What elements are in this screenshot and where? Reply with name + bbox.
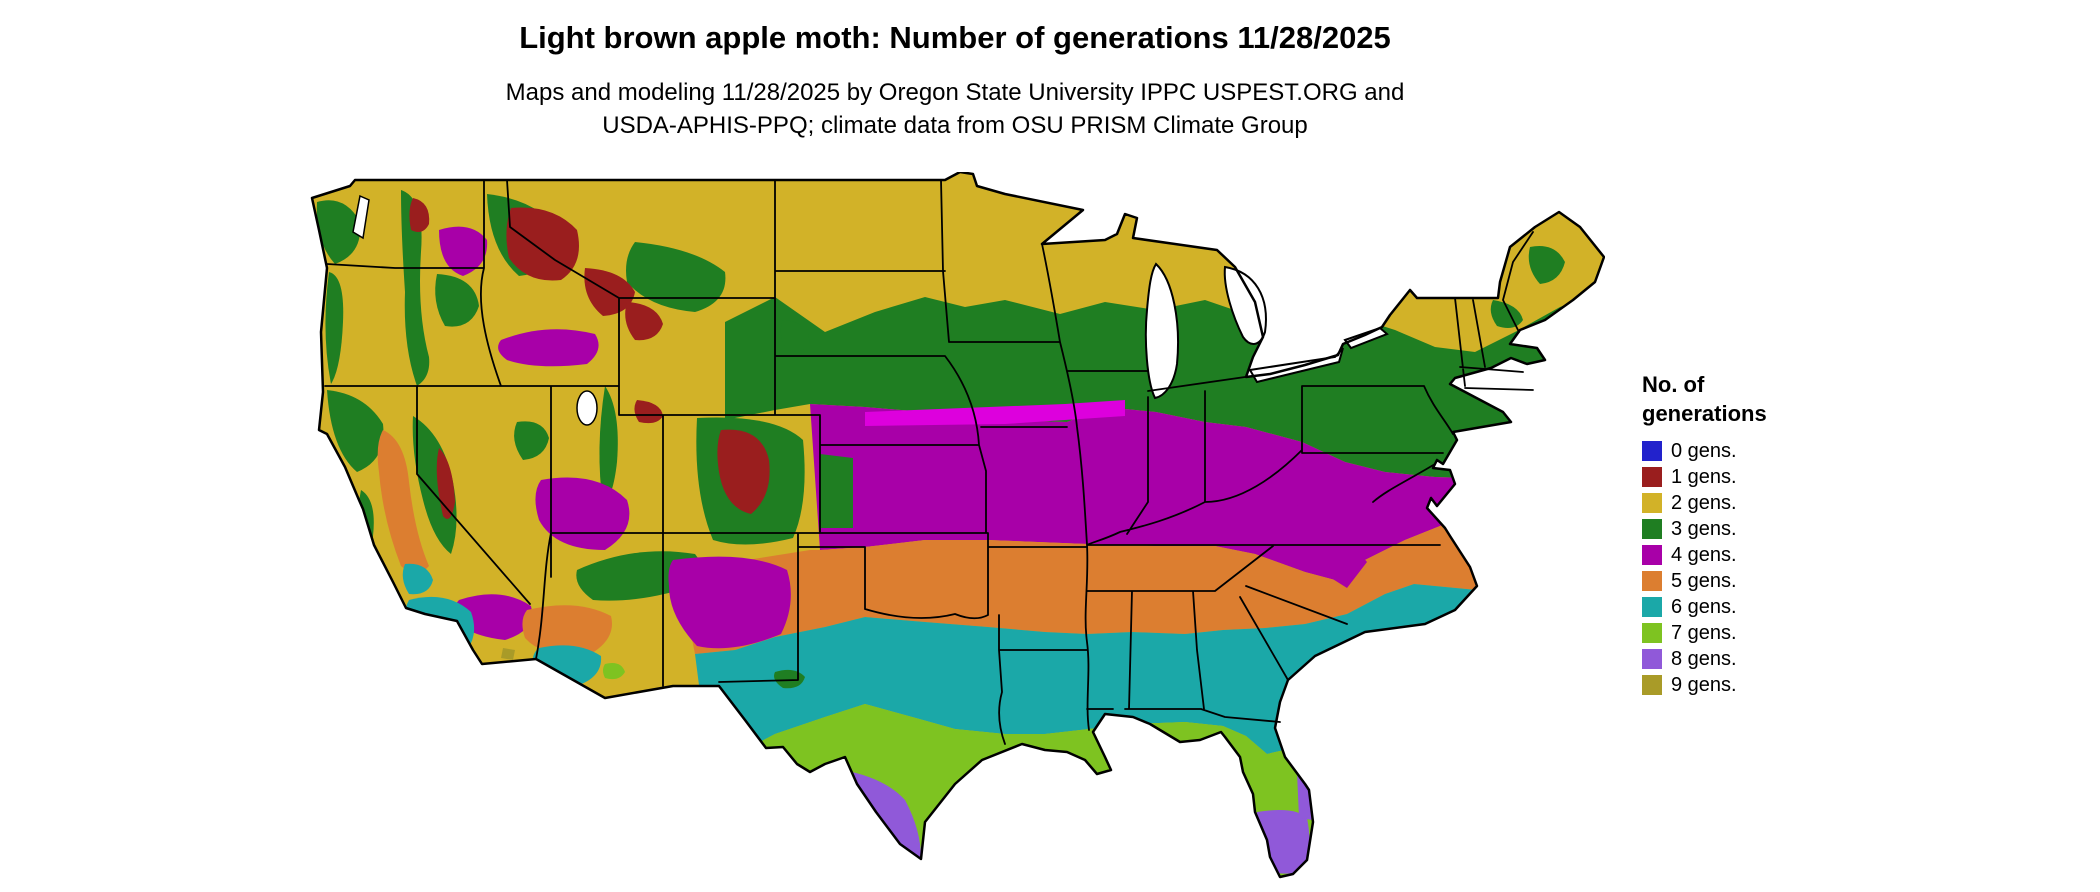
- legend-item: 6 gens.: [1642, 594, 1767, 620]
- region-patch: [626, 242, 726, 312]
- puget-sound: [352, 194, 370, 240]
- great-salt-lake: [576, 390, 598, 426]
- region-patch: [377, 430, 429, 573]
- legend-item: 9 gens.: [1642, 672, 1767, 698]
- region-group-5-gens-west: [377, 430, 612, 657]
- map-subtitle: Maps and modeling 11/28/2025 by Oregon S…: [305, 76, 1605, 142]
- region-bright-4-gens: [865, 400, 1125, 426]
- legend-item: 0 gens.: [1642, 438, 1767, 464]
- region-patch: [506, 207, 579, 281]
- region-patch: [402, 563, 433, 595]
- legend-swatch-8-gens: [1642, 649, 1662, 669]
- us-outline: [310, 172, 1605, 879]
- region-patch: [1528, 246, 1565, 284]
- region-florida-keys-9-gens: [1247, 874, 1271, 877]
- legend-item: 4 gens.: [1642, 542, 1767, 568]
- region-patch: [535, 477, 630, 550]
- legend-swatch-5-gens: [1642, 571, 1662, 591]
- region-patch: [327, 390, 384, 472]
- region-patch: [1490, 300, 1523, 328]
- legend-item-label: 5 gens.: [1671, 569, 1737, 592]
- legend-item-label: 1 gens.: [1671, 465, 1737, 488]
- region-group-4-gens-west: [439, 226, 791, 649]
- region-patch: [634, 400, 663, 424]
- legend-item-label: 0 gens.: [1671, 439, 1737, 462]
- legend-swatch-2-gens: [1642, 493, 1662, 513]
- legend-item: 1 gens.: [1642, 464, 1767, 490]
- state-borders: [324, 179, 1534, 745]
- region-patch: [668, 556, 791, 649]
- subtitle-line-2: USDA-APHIS-PPQ; climate data from OSU PR…: [602, 112, 1308, 139]
- lake-huron: [1223, 265, 1267, 345]
- region-patch: [412, 416, 457, 554]
- region-imperial-9-gens: [501, 648, 515, 660]
- region-patch: [435, 274, 479, 327]
- legend-swatch-3-gens: [1642, 519, 1662, 539]
- legend-swatch-9-gens: [1642, 675, 1662, 695]
- lake-michigan: [1144, 262, 1180, 400]
- region-patch: [409, 198, 430, 232]
- region-patch: [316, 200, 361, 264]
- legend-item: 5 gens.: [1642, 568, 1767, 594]
- legend-item-label: 9 gens.: [1671, 673, 1737, 696]
- legend-swatch-7-gens: [1642, 623, 1662, 643]
- region-band-6-gens: [695, 584, 1604, 754]
- region-patch: [439, 226, 488, 276]
- legend-item-label: 6 gens.: [1671, 595, 1737, 618]
- legend-item: 3 gens.: [1642, 516, 1767, 542]
- region-patch: [603, 663, 625, 680]
- legend-item: 8 gens.: [1642, 646, 1767, 672]
- legend-swatch-4-gens: [1642, 545, 1662, 565]
- legend-title: No. of generations: [1642, 370, 1767, 428]
- region-patch: [514, 421, 549, 460]
- subtitle-line-1: Maps and modeling 11/28/2025 by Oregon S…: [505, 79, 1405, 106]
- region-patch: [599, 386, 618, 504]
- legend-swatch-6-gens: [1642, 597, 1662, 617]
- region-patch: [325, 272, 344, 384]
- legend-item: 7 gens.: [1642, 620, 1767, 646]
- legend-item-label: 2 gens.: [1671, 491, 1737, 514]
- us-map: [310, 172, 1605, 879]
- region-patch: [401, 190, 430, 386]
- legend-item-label: 4 gens.: [1671, 543, 1737, 566]
- region-patch: [820, 454, 853, 528]
- map-title: Light brown apple moth: Number of genera…: [519, 20, 1391, 55]
- region-patch: [717, 429, 770, 514]
- legend-item-label: 8 gens.: [1671, 647, 1737, 670]
- region-patch: [498, 329, 599, 367]
- legend-item-label: 7 gens.: [1671, 621, 1737, 644]
- great-lakes: [1144, 262, 1389, 400]
- header: Light brown apple moth: Number of genera…: [305, 20, 1605, 142]
- legend-item-label: 3 gens.: [1671, 517, 1737, 540]
- region-patch: [522, 605, 612, 657]
- legend-title-line-2: generations: [1642, 401, 1767, 426]
- region-patch: [780, 320, 810, 352]
- region-group-3-gens-west: [316, 190, 1565, 689]
- legend-item: 2 gens.: [1642, 490, 1767, 516]
- region-patch: [424, 632, 453, 656]
- legend-swatch-1-gens: [1642, 467, 1662, 487]
- region-band-5-gens: [685, 517, 1604, 654]
- legend-swatch-0-gens: [1642, 441, 1662, 461]
- legend-title-line-1: No. of: [1642, 372, 1705, 397]
- lake-ontario: [1343, 326, 1389, 350]
- region-patch: [625, 302, 663, 341]
- inland-water: [352, 194, 598, 426]
- region-band-4-gens: [810, 404, 1604, 580]
- legend: No. of generations 0 gens. 1 gens. 2 gen…: [1642, 370, 1767, 698]
